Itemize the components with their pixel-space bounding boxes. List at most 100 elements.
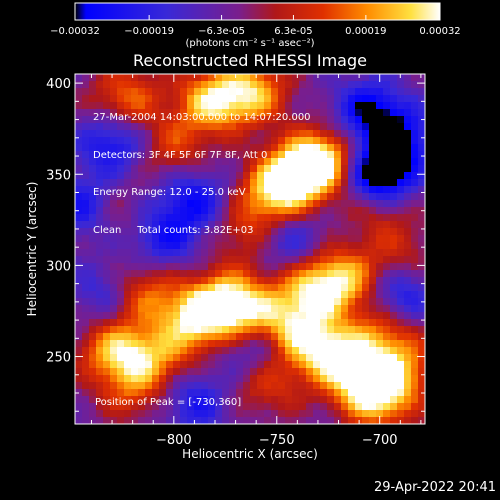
heatmap-cell: [306, 123, 314, 131]
heatmap-cell: [250, 165, 258, 173]
heatmap-cell: [208, 410, 216, 418]
heatmap-cell: [152, 340, 160, 348]
heatmap-cell: [208, 277, 216, 285]
heatmap-cell: [180, 165, 188, 173]
heatmap-cell: [355, 403, 363, 411]
heatmap-cell: [201, 403, 209, 411]
heatmap-cell: [117, 137, 125, 145]
heatmap-cell: [285, 340, 293, 348]
heatmap-cell: [418, 312, 426, 320]
heatmap-cell: [194, 109, 202, 117]
heatmap-cell: [306, 403, 314, 411]
heatmap-cell: [341, 88, 349, 96]
heatmap-cell: [96, 389, 104, 397]
heatmap-cell: [103, 375, 111, 383]
heatmap-cell: [376, 207, 384, 215]
heatmap-cell: [299, 88, 307, 96]
heatmap-cell: [320, 74, 328, 82]
heatmap-cell: [82, 277, 90, 285]
heatmap-cell: [404, 326, 412, 334]
heatmap-cell: [180, 95, 188, 103]
heatmap-cell: [222, 151, 230, 159]
heatmap-cell: [194, 193, 202, 201]
heatmap-cell: [89, 228, 97, 236]
heatmap-cell: [236, 417, 244, 425]
heatmap-cell: [194, 291, 202, 299]
heatmap-cell: [341, 382, 349, 390]
heatmap-cell: [383, 403, 391, 411]
colorbar-tick-label: −6.3e-05: [198, 26, 245, 37]
heatmap-cell: [96, 88, 104, 96]
heatmap-cell: [285, 242, 293, 250]
heatmap-cell: [271, 375, 279, 383]
heatmap-cell: [278, 291, 286, 299]
heatmap-cell: [418, 235, 426, 243]
heatmap-cell: [278, 158, 286, 166]
heatmap-cell: [75, 270, 83, 278]
heatmap-cell: [292, 130, 300, 138]
heatmap-cell: [243, 221, 251, 229]
heatmap-cell: [320, 123, 328, 131]
heatmap-cell: [397, 291, 405, 299]
heatmap-cell: [222, 375, 230, 383]
heatmap-cell: [208, 298, 216, 306]
heatmap-cell: [369, 319, 377, 327]
heatmap-cell: [110, 186, 118, 194]
heatmap-cell: [285, 277, 293, 285]
heatmap-cell: [103, 305, 111, 313]
heatmap-cell: [236, 326, 244, 334]
heatmap-cell: [173, 396, 181, 404]
heatmap-cell: [96, 95, 104, 103]
heatmap-cell: [201, 172, 209, 180]
heatmap-cell: [271, 137, 279, 145]
heatmap-cell: [180, 396, 188, 404]
heatmap-cell: [299, 298, 307, 306]
heatmap-cell: [348, 396, 356, 404]
heatmap-cell: [320, 221, 328, 229]
heatmap-cell: [215, 333, 223, 341]
heatmap-cell: [236, 354, 244, 362]
heatmap-cell: [383, 284, 391, 292]
heatmap-cell: [215, 382, 223, 390]
heatmap-cell: [264, 417, 272, 425]
heatmap-cell: [418, 221, 426, 229]
heatmap-cell: [82, 165, 90, 173]
heatmap-cell: [313, 403, 321, 411]
heatmap-cell: [173, 123, 181, 131]
heatmap-cell: [390, 326, 398, 334]
heatmap-cell: [166, 417, 174, 425]
heatmap-cell: [229, 326, 237, 334]
heatmap-cell: [257, 137, 265, 145]
heatmap-cell: [278, 319, 286, 327]
heatmap-cell: [390, 270, 398, 278]
heatmap-cell: [271, 403, 279, 411]
heatmap-cell: [278, 326, 286, 334]
heatmap-cell: [82, 193, 90, 201]
heatmap-cell: [103, 284, 111, 292]
heatmap-cell: [131, 333, 139, 341]
heatmap-cell: [383, 81, 391, 89]
heatmap-cell: [110, 256, 118, 264]
heatmap-cell: [152, 347, 160, 355]
heatmap-cell: [145, 389, 153, 397]
heatmap-cell: [75, 235, 83, 243]
heatmap-cell: [159, 417, 167, 425]
heatmap-cell: [397, 81, 405, 89]
heatmap-cell: [89, 354, 97, 362]
heatmap-cell: [173, 389, 181, 397]
heatmap-cell: [278, 368, 286, 376]
heatmap-cell: [103, 396, 111, 404]
heatmap-cell: [173, 116, 181, 124]
heatmap-cell: [278, 102, 286, 110]
heatmap-cell: [152, 102, 160, 110]
heatmap-cell: [117, 340, 125, 348]
heatmap-cell: [194, 256, 202, 264]
heatmap-cell: [222, 235, 230, 243]
heatmap-cell: [257, 151, 265, 159]
heatmap-cell: [369, 305, 377, 313]
heatmap-cell: [89, 298, 97, 306]
heatmap-cell: [89, 102, 97, 110]
heatmap-cell: [397, 137, 405, 145]
heatmap-cell: [271, 214, 279, 222]
heatmap-cell: [75, 123, 83, 131]
